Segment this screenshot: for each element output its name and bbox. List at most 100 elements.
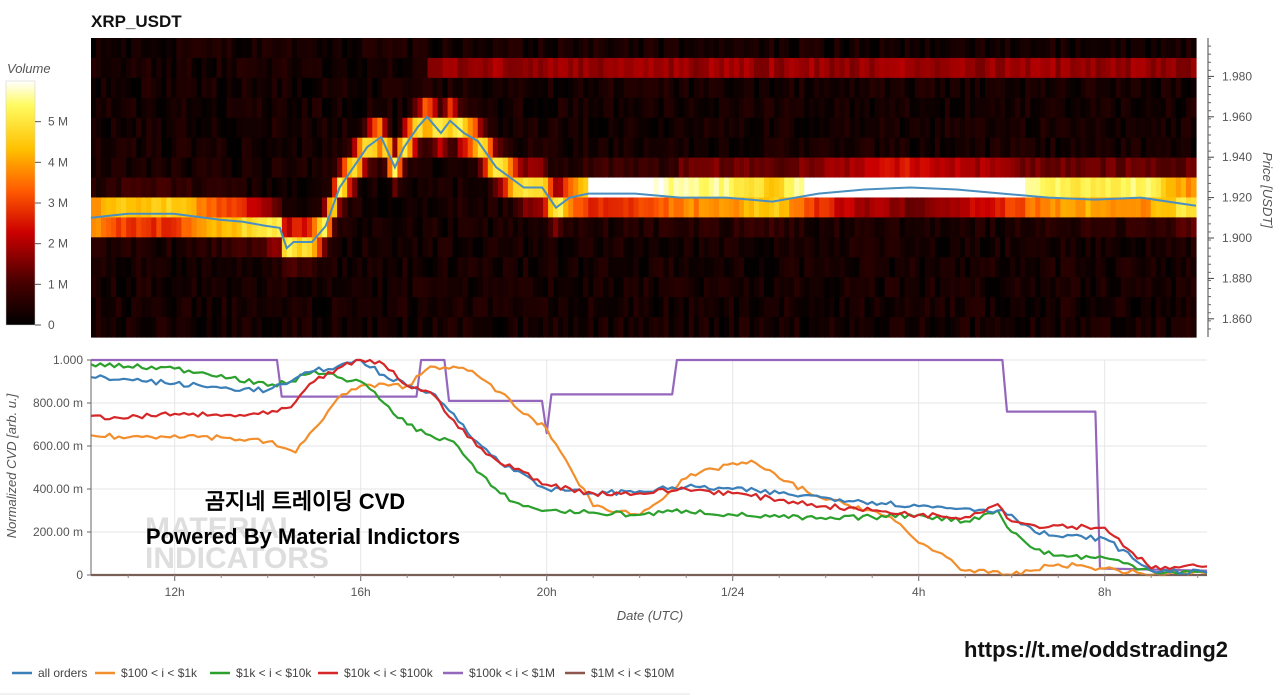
heatmap-cell [261,137,268,159]
heatmap-cell [1175,97,1182,119]
heatmap-cell [839,317,846,338]
heatmap-cell [261,177,268,199]
heatmap-cell [975,257,981,278]
heatmap-cell [688,157,695,179]
heatmap-cell [261,38,268,59]
heatmap-cell [211,317,218,338]
heatmap-cell [106,297,112,318]
heatmap-cell [1005,277,1011,298]
heatmap-cell [698,77,705,99]
price-volume-heatmap[interactable] [91,38,1197,338]
heatmap-cell [131,197,137,218]
heatmap-cell [573,217,579,238]
heatmap-cell [563,137,569,159]
heatmap-cell [477,317,484,338]
heatmap-cell [759,257,765,278]
heatmap-cell [618,38,625,59]
heatmap-cell [327,38,333,59]
heatmap-cell [211,177,218,199]
heatmap-cell [995,137,1001,159]
heatmap-cell [668,57,675,79]
heatmap-cell [568,38,574,59]
heatmap-cell [196,77,203,99]
heatmap-cell [96,237,102,258]
heatmap-cell [799,197,805,218]
heatmap-cell [658,277,665,298]
heatmap-cell [543,237,549,258]
heatmap-cell [271,97,278,119]
heatmap-cell [286,157,293,179]
heatmap-cell [216,217,223,238]
heatmap-cell [91,97,97,119]
heatmap-cell [211,257,218,278]
heatmap-cell [618,257,625,278]
heatmap-cell [648,297,655,318]
heatmap-cell [126,77,132,99]
heatmap-cell [593,157,599,179]
heatmap-cell [1135,77,1142,99]
heatmap-cell [1180,317,1187,338]
heatmap-cell [457,57,464,79]
heatmap-cell [663,197,670,218]
heatmap-cell [201,277,208,298]
heatmap-cell [296,257,303,278]
heatmap-cell [507,157,514,179]
heatmap-cell [618,157,625,179]
heatmap-cell [1100,277,1107,298]
heatmap-cell [437,277,444,298]
heatmap-cell [538,97,544,119]
heatmap-cell [507,177,514,199]
heatmap-cell [467,237,474,258]
heatmap-cell [598,237,604,258]
heatmap-cell [357,317,363,338]
heatmap-cell [839,177,846,199]
heatmap-cell [769,297,775,318]
heatmap-cell [512,217,519,238]
heatmap-cell [1000,177,1006,199]
heatmap-cell [377,117,383,139]
heatmap-cell [101,297,107,318]
heatmap-cell [1020,97,1026,119]
heatmap-cell [1145,197,1152,218]
heatmap-cell [859,217,866,238]
heatmap-cell [919,257,926,278]
heatmap-cell [849,77,856,99]
heatmap-cell [578,257,584,278]
heatmap-cell [533,157,539,179]
heatmap-cell [985,157,991,179]
heatmap-cell [377,277,383,298]
heatmap-cell [131,237,137,258]
heatmap-cell [959,157,966,179]
heatmap-cell [457,317,464,338]
heatmap-cell [206,77,213,99]
heatmap-cell [874,38,881,59]
heatmap-cell [146,257,152,278]
heatmap-cell [985,237,991,258]
heatmap-cell [698,97,705,119]
heatmap-cell [91,277,97,298]
heatmap-cell [171,57,177,79]
heatmap-cell [698,257,705,278]
heatmap-cell [1035,197,1041,218]
heatmap-cell [623,97,630,119]
heatmap-cell [517,317,524,338]
heatmap-cell [964,77,971,99]
heatmap-cell [427,57,434,79]
heatmap-cell [683,77,690,99]
heatmap-cell [266,237,273,258]
heatmap-cell [754,277,760,298]
heatmap-cell [1190,77,1197,99]
heatmap-cell [1180,137,1187,159]
telegram-link[interactable]: https://t.me/oddstrading2 [964,637,1228,662]
heatmap-cell [1075,317,1082,338]
heatmap-cell [779,197,785,218]
heatmap-cell [623,257,630,278]
heatmap-cell [1040,317,1046,338]
heatmap-cell [909,277,916,298]
heatmap-cell [1040,177,1046,199]
heatmap-cell [1060,197,1067,218]
heatmap-cell [703,257,710,278]
heatmap-cell [332,277,338,298]
heatmap-cell [633,157,640,179]
heatmap-cell [703,57,710,79]
